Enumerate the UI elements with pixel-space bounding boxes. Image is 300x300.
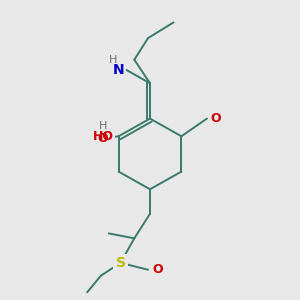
- Text: S: S: [116, 256, 126, 270]
- Text: HO: HO: [93, 130, 114, 143]
- Text: H: H: [109, 55, 117, 65]
- Text: O: O: [98, 132, 108, 145]
- Text: O: O: [211, 112, 221, 125]
- Text: N: N: [113, 62, 124, 76]
- Text: O: O: [152, 263, 163, 276]
- Text: H: H: [99, 122, 107, 131]
